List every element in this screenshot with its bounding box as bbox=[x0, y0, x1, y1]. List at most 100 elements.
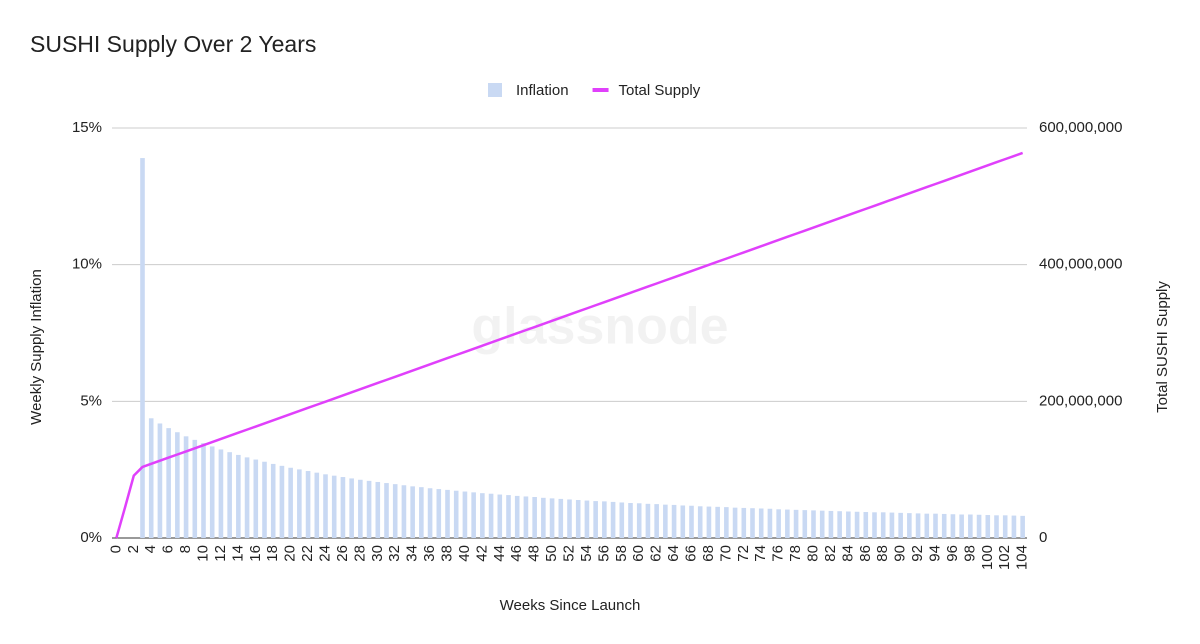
y2-tick-label: 200,000,000 bbox=[1039, 392, 1122, 409]
bar bbox=[602, 501, 607, 538]
x-tick-label: 14 bbox=[229, 545, 246, 562]
x-tick-label: 40 bbox=[456, 545, 473, 562]
bar bbox=[410, 486, 415, 538]
chart-title: SUSHI Supply Over 2 Years bbox=[30, 31, 316, 57]
x-tick-label: 60 bbox=[630, 545, 647, 562]
bar bbox=[976, 514, 982, 538]
bar bbox=[270, 463, 276, 538]
x-tick-label: 34 bbox=[404, 545, 421, 562]
bar bbox=[175, 432, 180, 538]
x-tick-label: 104 bbox=[1014, 545, 1031, 570]
x-tick-label: 48 bbox=[526, 545, 543, 562]
bar bbox=[994, 515, 999, 538]
x-tick-label: 42 bbox=[473, 545, 490, 562]
bar bbox=[907, 513, 912, 538]
bar bbox=[767, 508, 773, 538]
bar bbox=[462, 491, 468, 538]
bar bbox=[497, 494, 503, 538]
bar bbox=[663, 504, 668, 538]
bar bbox=[941, 513, 947, 538]
x-tick-label: 20 bbox=[282, 545, 299, 562]
bar bbox=[819, 510, 825, 538]
legend-label: Total Supply bbox=[619, 82, 701, 99]
bar bbox=[671, 504, 677, 538]
x-tick-label: 56 bbox=[595, 545, 612, 562]
x-tick-label: 58 bbox=[613, 545, 630, 562]
x-tick-label: 88 bbox=[874, 545, 891, 562]
bar bbox=[323, 474, 328, 538]
bar bbox=[915, 513, 921, 538]
bar bbox=[166, 428, 171, 538]
bar bbox=[628, 503, 633, 538]
x-tick-label: 66 bbox=[682, 545, 699, 562]
bar bbox=[262, 461, 267, 538]
bar bbox=[523, 496, 529, 538]
bar bbox=[889, 512, 895, 538]
bar bbox=[785, 509, 790, 538]
bar bbox=[183, 436, 189, 538]
x-tick-label: 78 bbox=[787, 545, 804, 562]
bar bbox=[236, 454, 241, 538]
bar bbox=[880, 512, 886, 538]
bar bbox=[802, 510, 808, 538]
bar bbox=[593, 501, 598, 538]
bar bbox=[253, 459, 259, 538]
x-tick-label: 22 bbox=[299, 545, 316, 562]
bar bbox=[192, 439, 198, 538]
x-tick-label: 84 bbox=[839, 545, 856, 562]
x-tick-label: 4 bbox=[142, 545, 159, 553]
x-tick-label: 18 bbox=[264, 545, 281, 562]
x-tick-label: 74 bbox=[752, 545, 769, 562]
bar bbox=[453, 490, 459, 538]
bar bbox=[654, 504, 659, 538]
x-tick-label: 72 bbox=[735, 545, 752, 562]
bar bbox=[619, 502, 625, 538]
bar bbox=[140, 158, 145, 539]
bar bbox=[1002, 515, 1008, 538]
y-tick-label: 0% bbox=[80, 529, 102, 546]
bar bbox=[567, 499, 572, 538]
bar bbox=[863, 512, 869, 538]
y-axis-title: Weekly Supply Inflation bbox=[28, 269, 45, 425]
bar bbox=[985, 515, 991, 538]
x-axis-title: Weeks Since Launch bbox=[500, 597, 641, 614]
bar bbox=[750, 508, 755, 538]
bar bbox=[950, 514, 956, 538]
x-tick-label: 82 bbox=[822, 545, 839, 562]
bar bbox=[349, 478, 354, 538]
bar bbox=[689, 505, 694, 538]
x-tick-label: 8 bbox=[177, 545, 194, 553]
bar bbox=[514, 495, 520, 538]
watermark: glassnode bbox=[471, 298, 728, 356]
bar bbox=[297, 469, 302, 538]
bar bbox=[872, 512, 877, 538]
x-tick-label: 62 bbox=[648, 545, 665, 562]
bar bbox=[506, 495, 511, 538]
x-tick-label: 36 bbox=[421, 545, 438, 562]
x-tick-label: 0 bbox=[107, 545, 124, 553]
x-tick-label: 86 bbox=[857, 545, 874, 562]
x-tick-label: 96 bbox=[944, 545, 961, 562]
bar bbox=[471, 492, 476, 538]
bar bbox=[933, 513, 938, 538]
bar bbox=[227, 452, 232, 538]
bar bbox=[776, 509, 781, 538]
bar bbox=[201, 443, 206, 538]
bar bbox=[340, 477, 346, 538]
bar bbox=[148, 418, 154, 538]
bar bbox=[575, 500, 581, 538]
x-tick-label: 100 bbox=[979, 545, 996, 570]
bar bbox=[375, 481, 381, 538]
x-tick-label: 32 bbox=[386, 545, 403, 562]
x-tick-label: 80 bbox=[804, 545, 821, 562]
x-tick-label: 90 bbox=[892, 545, 909, 562]
bar bbox=[392, 484, 398, 538]
bar bbox=[968, 514, 973, 538]
x-tick-label: 30 bbox=[369, 545, 386, 562]
bar bbox=[358, 479, 363, 538]
bar bbox=[419, 487, 424, 538]
bar bbox=[314, 472, 320, 538]
x-tick-label: 64 bbox=[665, 545, 682, 562]
x-tick-label: 94 bbox=[926, 545, 943, 562]
